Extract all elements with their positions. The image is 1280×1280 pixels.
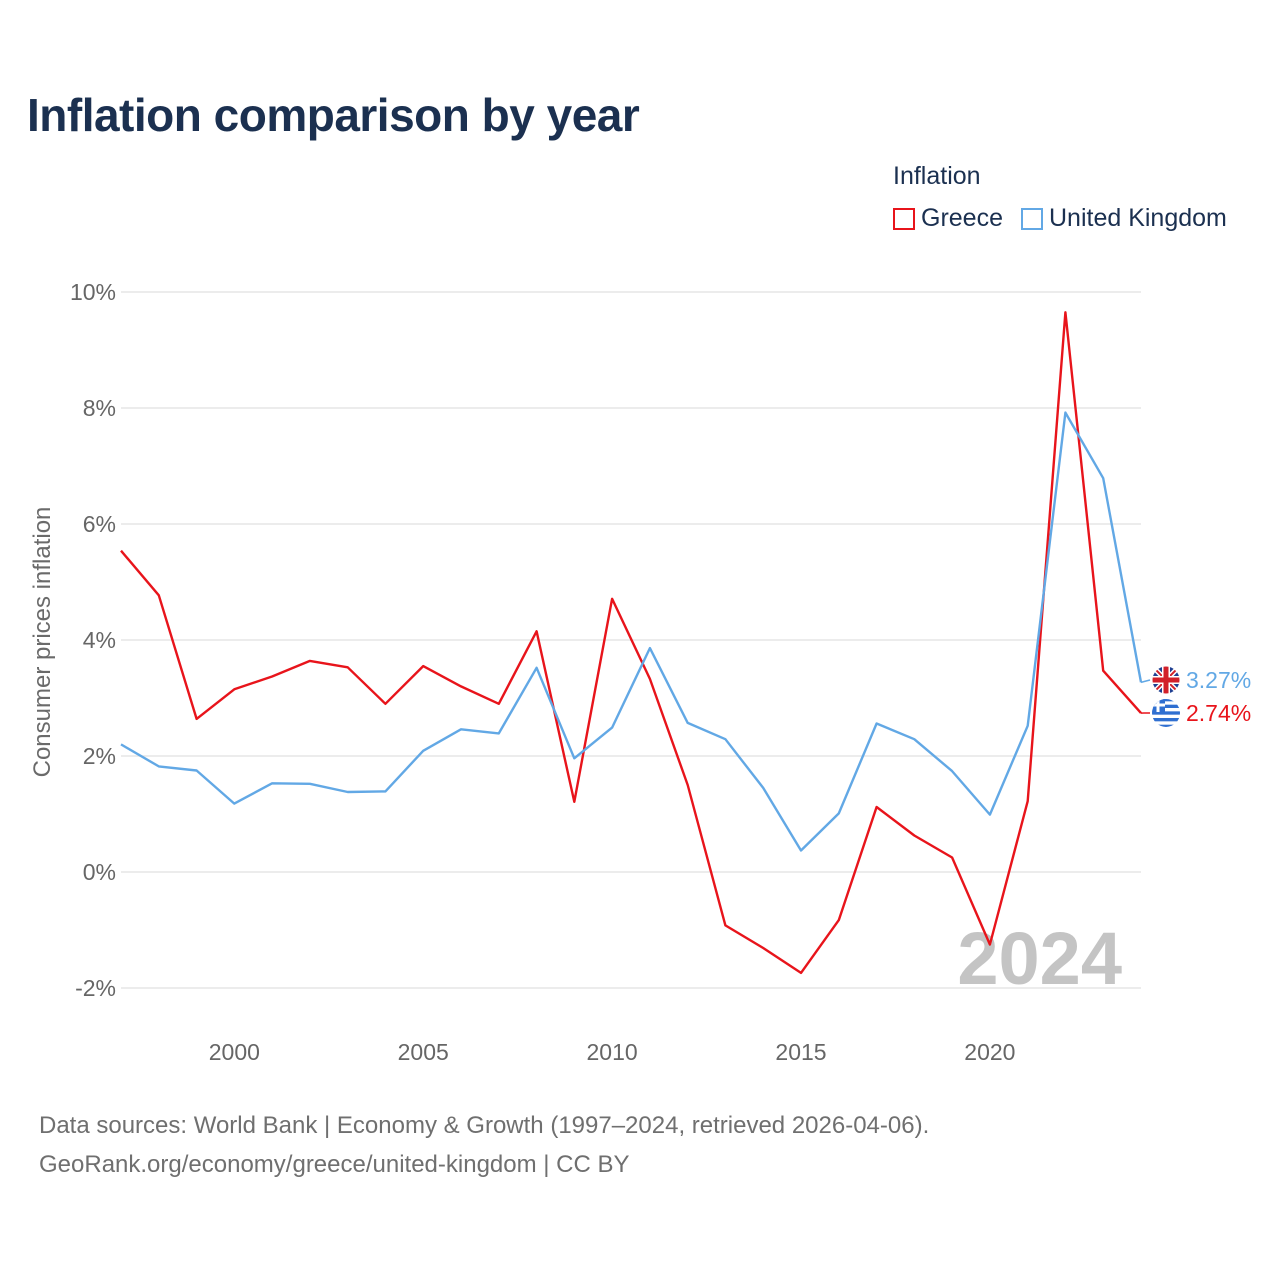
x-axis-ticks: 2000 2005 2010 2015 2020 xyxy=(209,1039,1016,1065)
y-axis-ticks: -2% 0% 2% 4% 6% 8% 10% xyxy=(70,279,116,1001)
legend-swatch-greece xyxy=(893,207,915,230)
connector-united-kingdom xyxy=(1140,679,1151,684)
x-tick-label: 2005 xyxy=(398,1039,449,1065)
series-line-united-kingdom[interactable] xyxy=(120,411,1143,852)
series-line-greece[interactable] xyxy=(120,311,1142,975)
end-label-united-kingdom: 3.27% xyxy=(1186,667,1251,693)
line-chart: -2% 0% 2% 4% 6% 8% 10% 2000 2005 2010 2015 2020 Co… xyxy=(29,279,1251,1065)
y-tick-label: 2% xyxy=(83,743,116,769)
chart-title: Inflation comparison by year xyxy=(27,89,640,141)
x-tick-label: 2010 xyxy=(587,1039,638,1065)
source-line-2[interactable]: GeoRank.org/economy/greece/united-kingdo… xyxy=(39,1151,630,1178)
united-kingdom-flag-icon xyxy=(1151,665,1181,695)
series-lines xyxy=(120,311,1143,975)
y-tick-label: 8% xyxy=(83,395,116,421)
legend-label-greece: Greece xyxy=(921,204,1003,232)
legend-label-united-kingdom: United Kingdom xyxy=(1048,204,1227,232)
y-tick-label: 0% xyxy=(83,859,116,885)
y-tick-label: 10% xyxy=(70,279,116,305)
legend-swatch-united-kingdom xyxy=(1020,207,1043,230)
end-labels: 3.27% 2.74% xyxy=(1140,665,1251,727)
x-tick-label: 2015 xyxy=(775,1039,826,1065)
x-tick-label: 2020 xyxy=(964,1039,1015,1065)
y-tick-label: -2% xyxy=(75,975,116,1001)
greece-flag-icon xyxy=(1152,699,1180,727)
source-note: Data sources: World Bank | Economy & Gro… xyxy=(39,1106,929,1184)
legend-title: Inflation xyxy=(893,162,981,190)
source-line-1[interactable]: Data sources: World Bank | Economy & Gro… xyxy=(39,1112,930,1139)
end-label-greece: 2.74% xyxy=(1186,700,1251,726)
y-tick-label: 4% xyxy=(83,627,116,653)
y-tick-label: 6% xyxy=(83,511,116,537)
y-axis-label: Consumer prices inflation xyxy=(29,507,56,778)
x-tick-label: 2000 xyxy=(209,1039,260,1065)
legend: Greece United Kingdom xyxy=(893,204,1245,233)
legend-item-united-kingdom[interactable]: United Kingdom xyxy=(1020,204,1227,233)
legend-item-greece[interactable]: Greece xyxy=(893,204,1003,233)
